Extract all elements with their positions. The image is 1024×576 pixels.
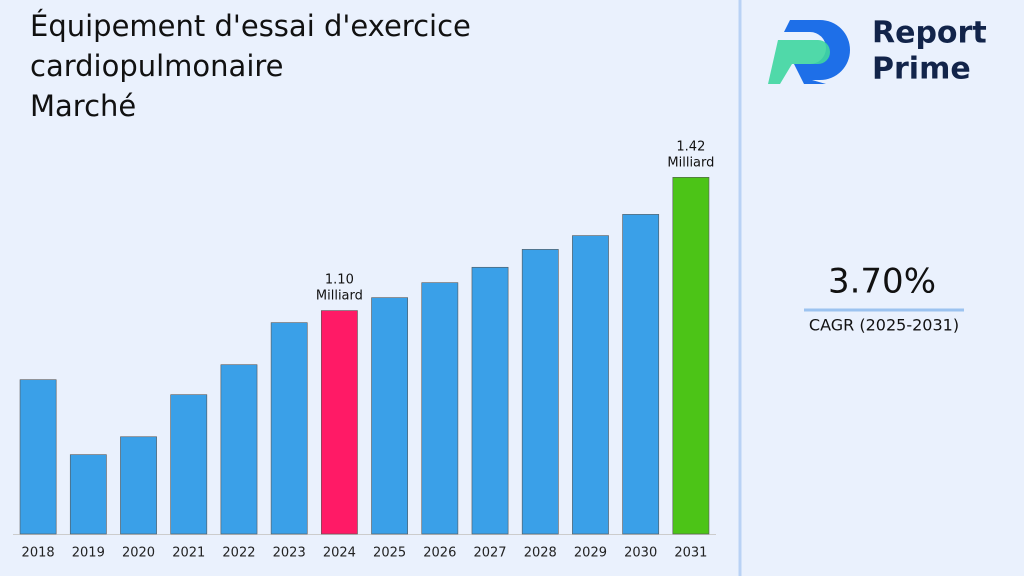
bar	[270, 322, 308, 535]
bar	[321, 310, 358, 535]
cagr-label: CAGR (2025-2031)	[809, 316, 959, 335]
bar	[421, 282, 459, 535]
bar	[521, 249, 559, 535]
brand: Prime	[872, 52, 971, 87]
bar	[69, 454, 107, 535]
x-tick-label: 2027	[473, 546, 506, 561]
chart-title: Équipement d'essai d'exercice cardiopulmo…	[30, 9, 471, 123]
x-tick-label: 2029	[574, 546, 607, 561]
bar	[19, 379, 57, 535]
bar	[672, 177, 710, 535]
logo	[768, 20, 850, 84]
x-tick-label: 2023	[273, 546, 306, 561]
cagr-value: 3.70%	[828, 262, 936, 302]
data-label: 1.42 Milliard	[667, 139, 714, 170]
bar	[120, 436, 157, 535]
x-tick-label: 2031	[674, 546, 707, 561]
bar	[170, 394, 208, 535]
data-label: 1.10 Milliard	[316, 272, 363, 303]
bar	[371, 297, 408, 535]
bar	[220, 364, 258, 535]
bar	[572, 235, 609, 535]
x-tick-label: 2026	[423, 546, 456, 561]
brand: Report	[872, 16, 987, 51]
x-tick-label: 2030	[624, 546, 657, 561]
x-tick-label: 2025	[373, 546, 406, 561]
x-tick-label: 2019	[72, 546, 105, 561]
x-tick-label: 2028	[524, 546, 557, 561]
x-tick-label: 2020	[122, 546, 155, 561]
bar	[622, 214, 660, 535]
x-tick-label: 2021	[172, 546, 205, 561]
x-tick-label: 2018	[22, 546, 55, 561]
x-tick-label: 2024	[323, 546, 356, 561]
x-tick-label: 2022	[222, 546, 255, 561]
bar	[471, 266, 509, 535]
